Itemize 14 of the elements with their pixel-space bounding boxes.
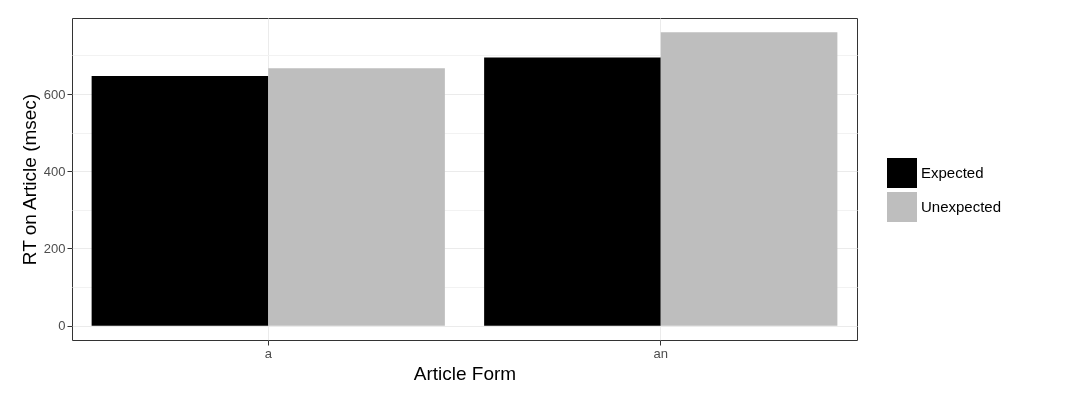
y-axis-title: RT on Article (msec) [18,93,40,266]
bar [660,32,838,326]
x-tick-label: an [653,345,668,361]
legend-label: Expected [921,164,984,181]
y-tick-label: 400 [43,163,66,179]
y-tick-label: 600 [43,86,66,102]
bar [484,57,661,326]
legend-label: Unexpected [921,198,1002,215]
y-tick-label: 200 [43,241,66,256]
y-tick-label: 0 [58,318,66,334]
bar [91,75,269,326]
bar [268,68,445,326]
x-axis-title: Article Form [413,362,517,384]
x-tick-label: a [264,345,273,361]
